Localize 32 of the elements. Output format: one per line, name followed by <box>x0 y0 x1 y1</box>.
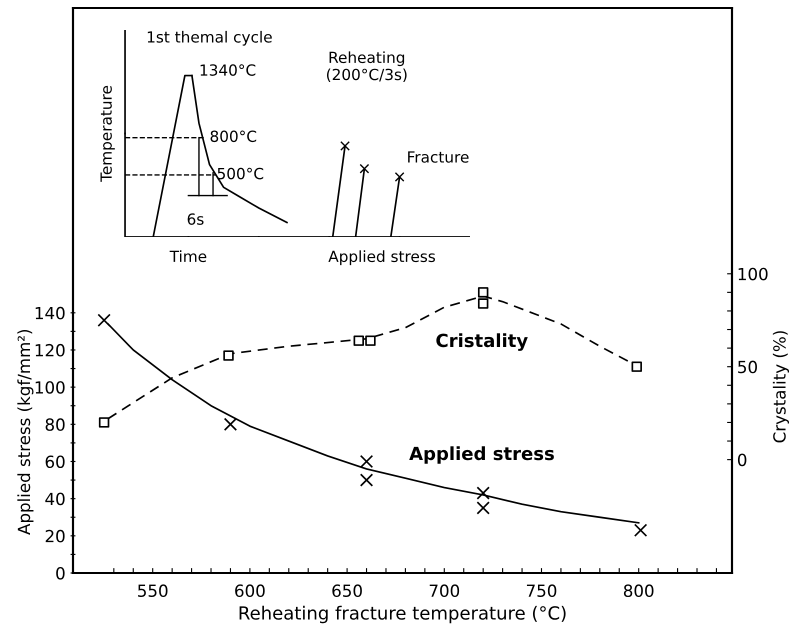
annotation: Time <box>170 250 206 262</box>
annotation: Temperature <box>100 86 115 182</box>
series-label: Cristality <box>436 333 528 351</box>
x-tick-label: 750 <box>526 584 556 598</box>
annotation: 1st themal cycle <box>148 30 272 46</box>
annotation: Applied stress <box>328 250 435 266</box>
x-tick-label: 550 <box>138 584 168 598</box>
y-tick-label: 120 <box>36 344 65 357</box>
annotation: 800°C <box>210 130 256 142</box>
x-tick-label: 800 <box>624 584 654 598</box>
y-tick-label: 100 <box>36 381 65 394</box>
y-tick-label: 40 <box>45 492 65 506</box>
y2-tick-label: 50 <box>738 360 757 374</box>
annotation: Fracture <box>408 151 469 163</box>
y-tick-label: 80 <box>46 418 65 431</box>
x-tick-label: 700 <box>430 584 460 598</box>
y2-tick-label: 0 <box>738 454 746 466</box>
y-tick-label: 0 <box>56 566 65 580</box>
annotation: Reheating (200°C/3s) <box>326 51 407 82</box>
y2-axis-title: Crystality (%) <box>772 331 789 442</box>
annotation: 1340°C <box>200 64 256 76</box>
y-axis-title: Applied stress (kgf/mm²) <box>17 330 34 535</box>
x-tick-label: 650 <box>332 584 362 598</box>
y2-tick-label: 100 <box>738 268 768 280</box>
annotation: 500°C <box>218 168 264 180</box>
y-tick-label: 140 <box>36 306 65 320</box>
x-axis-title: Reheating fracture temperature (°C) <box>240 606 566 624</box>
x-tick-label: 600 <box>235 584 265 598</box>
y-tick-label: 60 <box>46 455 65 468</box>
y-tick-label: 20 <box>46 530 65 542</box>
series-label: Applied stress <box>409 446 554 464</box>
annotation: 6s <box>188 213 204 225</box>
